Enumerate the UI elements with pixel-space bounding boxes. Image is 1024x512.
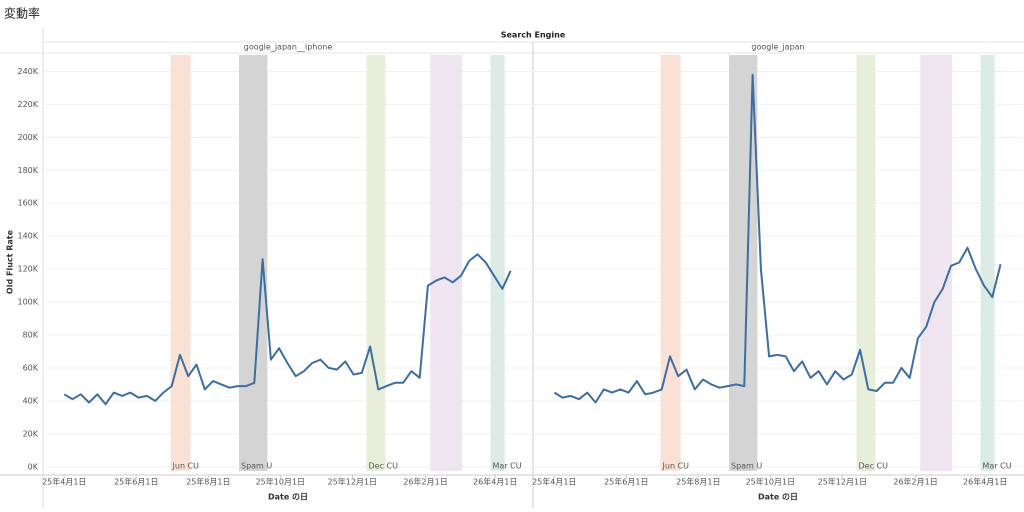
band-label: Jun CU: [172, 462, 200, 471]
x-tick-label: 25年6月1日: [604, 477, 648, 487]
y-tick-label: 0K: [28, 462, 39, 471]
y-tick-label: 120K: [17, 265, 38, 274]
y-tick-label: 200K: [17, 133, 38, 142]
y-tick-label: 240K: [17, 67, 38, 76]
y-tick-label: 40K: [23, 396, 39, 405]
y-tick-label: 60K: [23, 363, 39, 372]
event-band: [856, 55, 876, 471]
y-tick-label: 20K: [23, 429, 39, 438]
x-tick-label: 25年4月1日: [532, 477, 576, 487]
event-band: [980, 55, 995, 471]
x-axis-label: Date の日: [268, 493, 308, 502]
band-label: Spam U: [241, 462, 272, 471]
band-label: Spam U: [731, 462, 762, 471]
line: [553, 73, 1002, 404]
x-tick-label: 26年2月1日: [893, 477, 937, 487]
event-band: [660, 55, 681, 471]
y-tick-label: 180K: [17, 166, 38, 175]
x-tick-label: 25年4月1日: [42, 477, 86, 487]
chart-title: 変動率: [4, 6, 40, 21]
y-tick-label: 140K: [17, 232, 38, 241]
x-tick-label: 25年10月1日: [256, 477, 305, 487]
x-tick-label: 25年12月1日: [328, 477, 377, 487]
panel-title: google_japan__iphone: [244, 43, 333, 52]
x-tick-label: 25年6月1日: [114, 477, 158, 487]
x-axis-label: Date の日: [758, 493, 798, 502]
x-tick-label: 26年2月1日: [403, 477, 447, 487]
event-band: [490, 55, 505, 471]
event-band: [430, 55, 463, 471]
x-tick-label: 26年4月1日: [473, 477, 517, 487]
band-label: Mar CU: [492, 462, 521, 471]
band-label: Jun CU: [662, 462, 690, 471]
y-tick-label: 220K: [17, 100, 38, 109]
event-band: [729, 55, 758, 471]
x-tick-label: 25年8月1日: [676, 477, 720, 487]
event-band: [920, 55, 953, 471]
x-tick-label: 25年10月1日: [746, 477, 795, 487]
x-tick-label: 25年12月1日: [818, 477, 867, 487]
y-tick-label: 100K: [17, 298, 38, 307]
band-label: Dec CU: [369, 462, 399, 471]
event-band: [366, 55, 386, 471]
event-band: [170, 55, 191, 471]
y-tick-label: 160K: [17, 199, 38, 208]
band-label: Dec CU: [859, 462, 889, 471]
x-tick-label: 26年4月1日: [963, 477, 1007, 487]
line: [63, 253, 512, 406]
panel-title: google_japan: [751, 43, 804, 52]
x-tick-label: 25年8月1日: [186, 477, 230, 487]
y-tick-label: 80K: [23, 331, 39, 340]
facet-header: Search Engine: [501, 31, 566, 40]
y-axis-label: Old Fluct Rate: [6, 229, 15, 294]
band-label: Mar CU: [982, 462, 1011, 471]
